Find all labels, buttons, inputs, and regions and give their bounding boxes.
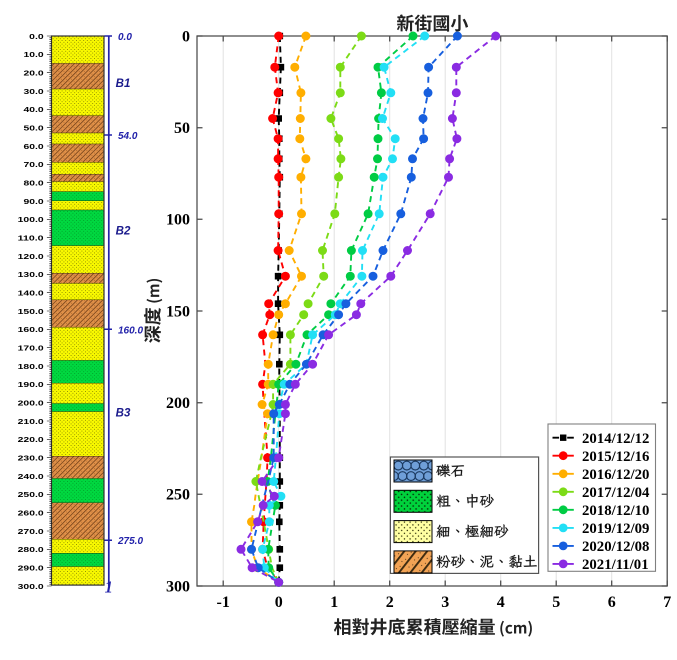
svg-text:2014/12/12: 2014/12/12: [582, 431, 649, 447]
svg-text:0: 0: [275, 594, 283, 611]
svg-text:250.0: 250.0: [18, 490, 44, 499]
svg-text:2020/12/08: 2020/12/08: [582, 539, 649, 555]
svg-text:30.0: 30.0: [24, 87, 44, 96]
svg-text:210.0: 210.0: [18, 417, 44, 426]
svg-text:2021/11/01: 2021/11/01: [582, 557, 649, 573]
svg-text:2: 2: [386, 594, 394, 611]
svg-text:B2: B2: [116, 226, 131, 238]
svg-text:0.0: 0.0: [118, 32, 132, 43]
svg-text:1: 1: [330, 594, 338, 611]
svg-text:250: 250: [166, 487, 190, 504]
svg-text:0.0: 0.0: [29, 32, 43, 41]
svg-text:275.0: 275.0: [117, 536, 143, 547]
svg-text:5: 5: [552, 594, 560, 611]
svg-text:280.0: 280.0: [18, 545, 44, 554]
svg-text:200: 200: [166, 395, 190, 412]
svg-text:160.0: 160.0: [18, 325, 44, 334]
svg-text:130.0: 130.0: [18, 270, 44, 279]
svg-text:190.0: 190.0: [18, 380, 44, 389]
svg-text:240.0: 240.0: [18, 472, 44, 481]
svg-text:120.0: 120.0: [18, 252, 44, 261]
svg-text:-1: -1: [217, 594, 230, 611]
svg-text:150: 150: [166, 303, 190, 320]
svg-text:54.0: 54.0: [118, 131, 138, 142]
svg-text:70.0: 70.0: [24, 160, 44, 169]
svg-text:90.0: 90.0: [24, 197, 44, 206]
svg-text:100.0: 100.0: [18, 215, 44, 224]
svg-text:10.0: 10.0: [24, 50, 44, 59]
svg-text:300: 300: [166, 578, 190, 595]
svg-text:7: 7: [663, 594, 671, 611]
svg-text:300.0: 300.0: [18, 582, 44, 591]
svg-text:150.0: 150.0: [18, 307, 44, 316]
svg-text:2019/12/09: 2019/12/09: [582, 521, 649, 537]
svg-text:B3: B3: [116, 408, 131, 420]
svg-text:40.0: 40.0: [24, 105, 44, 114]
svg-text:260.0: 260.0: [18, 509, 44, 518]
svg-text:20.0: 20.0: [24, 69, 44, 78]
svg-text:2016/12/20: 2016/12/20: [582, 467, 649, 483]
svg-text:B1: B1: [116, 78, 131, 90]
svg-text:80.0: 80.0: [24, 179, 44, 188]
svg-text:1: 1: [105, 577, 113, 596]
svg-text:200.0: 200.0: [18, 399, 44, 408]
svg-text:2017/12/04: 2017/12/04: [582, 485, 650, 501]
svg-text:100: 100: [166, 212, 190, 229]
svg-text:2015/12/16: 2015/12/16: [582, 449, 649, 465]
svg-text:50.0: 50.0: [24, 124, 44, 133]
svg-text:4: 4: [497, 594, 505, 611]
svg-text:160.0: 160.0: [118, 325, 143, 336]
svg-text:220.0: 220.0: [18, 435, 44, 444]
svg-text:0: 0: [182, 28, 190, 45]
svg-text:270.0: 270.0: [18, 527, 44, 536]
svg-text:230.0: 230.0: [18, 454, 44, 463]
svg-text:3: 3: [441, 594, 449, 611]
svg-text:2018/12/10: 2018/12/10: [582, 503, 649, 519]
svg-text:6: 6: [608, 594, 616, 611]
svg-text:170.0: 170.0: [18, 344, 44, 353]
svg-text:50: 50: [174, 120, 190, 137]
svg-text:290.0: 290.0: [18, 564, 44, 573]
svg-text:140.0: 140.0: [18, 289, 44, 298]
svg-text:60.0: 60.0: [24, 142, 44, 151]
svg-text:180.0: 180.0: [18, 362, 44, 371]
svg-text:110.0: 110.0: [18, 234, 44, 243]
